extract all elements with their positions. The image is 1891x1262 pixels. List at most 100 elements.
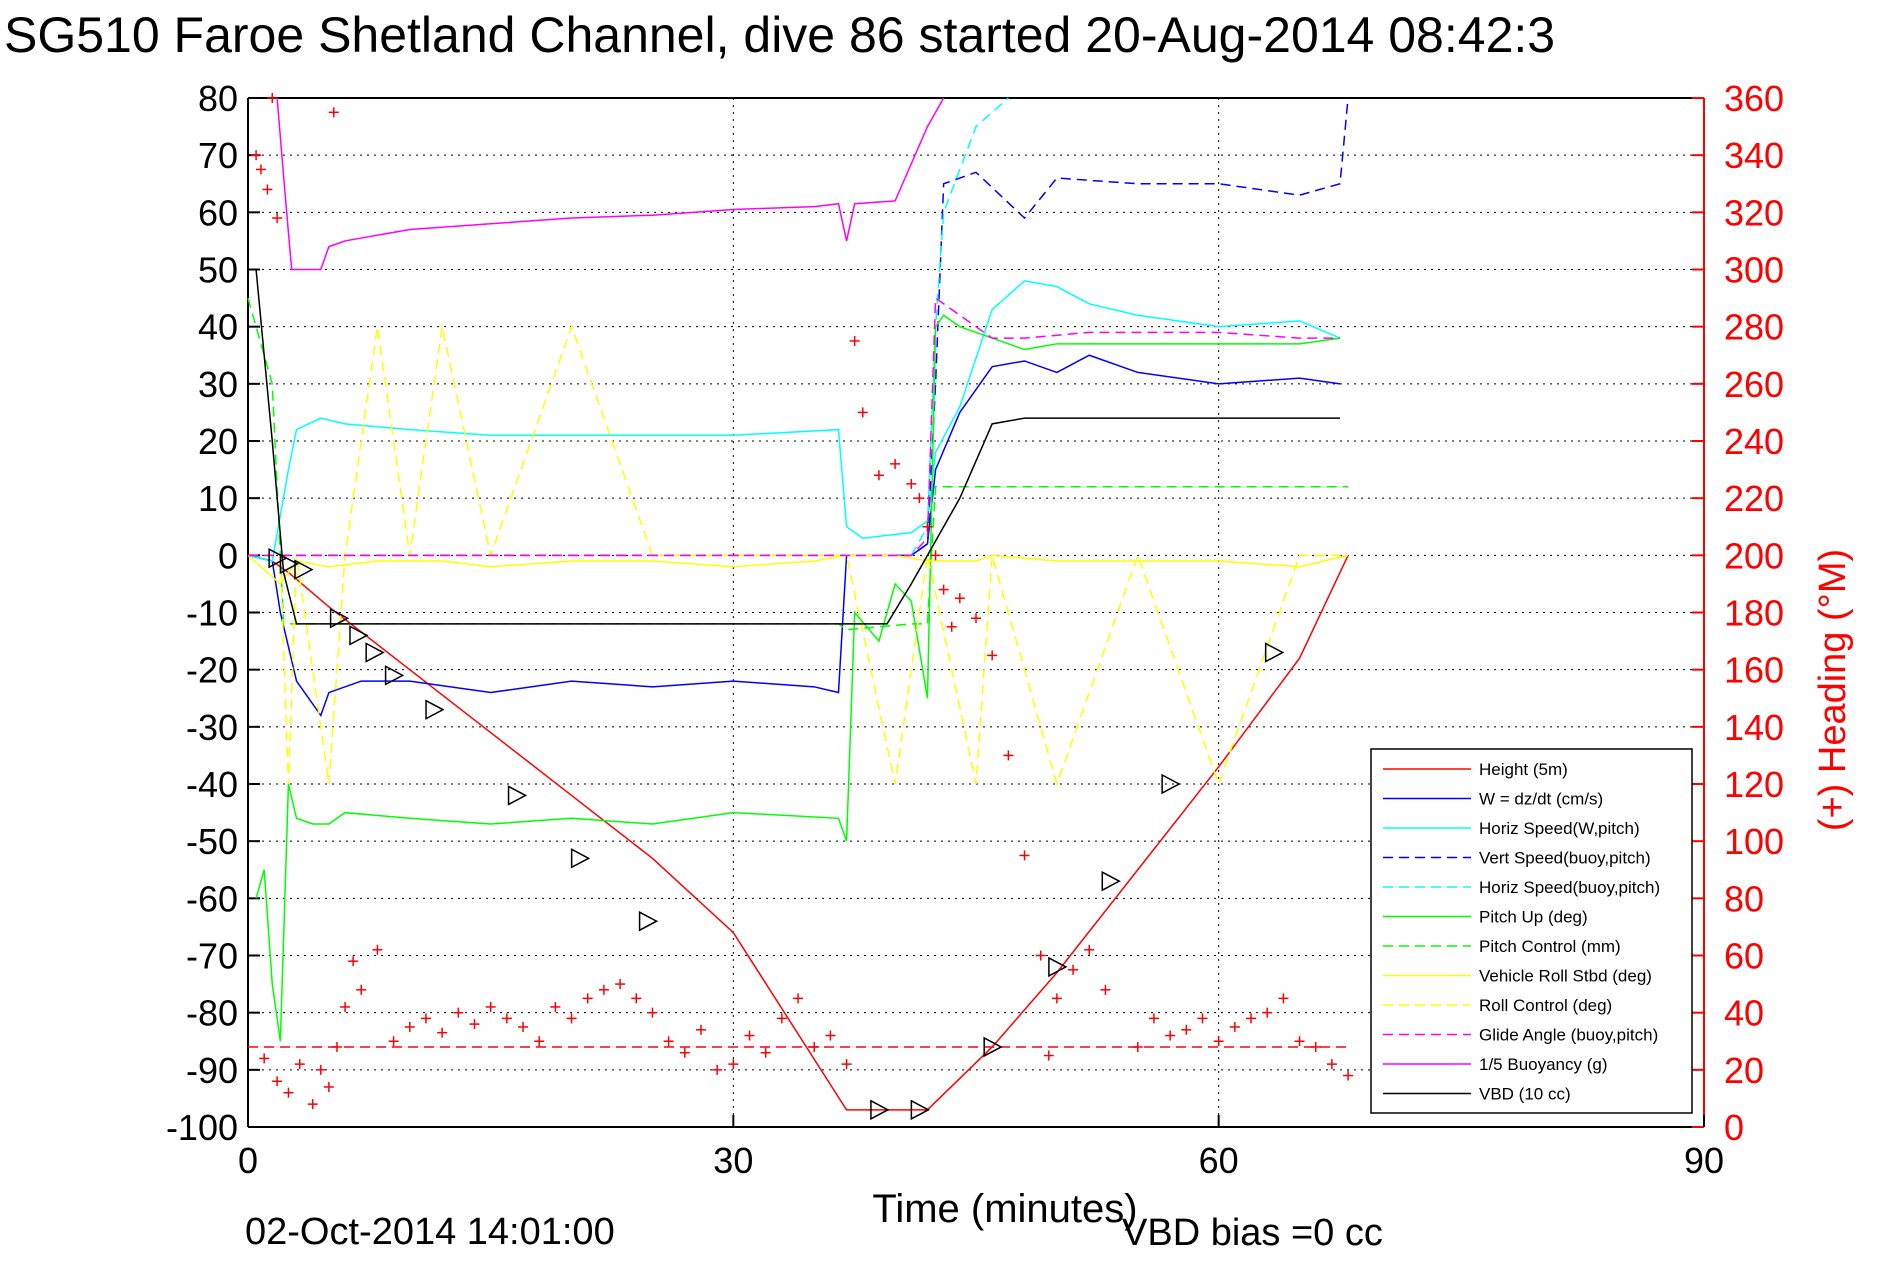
heading-marker: [679, 1047, 690, 1058]
triangle-marker: [349, 625, 369, 646]
heading-marker: [294, 1059, 305, 1070]
x-tick-label: 90: [1684, 1140, 1724, 1181]
heading-marker: [760, 1047, 771, 1058]
markers-layer: [248, 93, 1354, 1121]
heading-marker: [971, 613, 981, 624]
triangle-marker: [983, 1036, 1003, 1058]
left-tick-label: 80: [198, 78, 238, 119]
series-line-2: [247, 280, 1341, 562]
legend-label: Horiz Speed(buoy,pitch): [1479, 878, 1660, 897]
heading-marker: [1229, 1021, 1240, 1032]
triangle-marker: [365, 642, 385, 663]
right-tick-label: 80: [1724, 878, 1764, 919]
triangle-marker: [329, 607, 350, 629]
heading-marker: [388, 1036, 399, 1047]
series-line-6: [247, 297, 1349, 631]
right-tick-label: 0: [1724, 1107, 1744, 1148]
right-tick-label: 240: [1724, 421, 1784, 462]
right-axis-ticks: 3603403203002802602402202001801601401201…: [1692, 78, 1784, 1148]
triangle-marker: [279, 553, 300, 575]
heading-marker: [615, 979, 626, 990]
heading-marker: [922, 521, 933, 532]
right-tick-label: 20: [1724, 1050, 1764, 1091]
heading-marker: [272, 1076, 283, 1087]
heading-marker: [1262, 1007, 1273, 1018]
triangle-marker: [870, 1099, 890, 1121]
heading-marker: [267, 93, 278, 103]
left-tick-label: -30: [186, 707, 238, 748]
heading-marker: [372, 944, 383, 955]
chart-title: SG510 Faroe Shetland Channel, dive 86 st…: [4, 7, 1555, 63]
heading-marker: [1043, 1050, 1054, 1061]
heading-marker: [647, 1007, 658, 1018]
triangle-marker: [384, 665, 405, 686]
heading-marker: [1246, 1013, 1257, 1024]
left-tick-label: 40: [198, 307, 238, 348]
heading-marker: [1326, 1059, 1337, 1070]
legend-box: [1370, 748, 1693, 1114]
left-tick-label: 20: [198, 421, 238, 462]
series-line-11: [255, 269, 1340, 625]
triangle-marker: [507, 785, 528, 806]
heading-marker: [272, 213, 283, 224]
heading-marker: [328, 107, 339, 118]
left-tick-label: -100: [166, 1107, 238, 1148]
heading-marker: [501, 1013, 512, 1024]
heading-marker: [695, 1024, 706, 1035]
series-line-5: [255, 314, 1341, 1042]
heading-marker: [946, 621, 957, 632]
heading-marker: [890, 458, 901, 469]
heading-marker: [930, 550, 941, 561]
legend-label: Pitch Control (mm): [1479, 937, 1621, 956]
heading-marker: [1100, 984, 1111, 995]
heading-marker: [469, 1019, 480, 1030]
triangle-marker: [910, 1099, 930, 1121]
heading-marker: [744, 1030, 755, 1041]
footer-date: 02-Oct-2014 14:01:00: [245, 1211, 615, 1253]
heading-marker: [340, 1001, 351, 1012]
heading-marker: [307, 1099, 318, 1110]
legend-label: Glide Angle (buoy,pitch): [1479, 1026, 1658, 1045]
heading-marker: [518, 1021, 529, 1032]
heading-marker: [631, 993, 642, 1004]
heading-marker: [1051, 993, 1062, 1004]
x-tick-label: 60: [1199, 1140, 1239, 1181]
x-axis-label: Time (minutes): [872, 1187, 1137, 1231]
heading-marker: [987, 650, 998, 661]
heading-marker: [259, 1053, 270, 1064]
series-line-4: [910, 97, 1009, 556]
right-tick-label: 180: [1724, 593, 1784, 634]
heading-marker: [550, 1001, 561, 1012]
left-tick-label: 70: [198, 135, 238, 176]
heading-marker: [1035, 950, 1046, 961]
heading-marker: [1132, 1041, 1143, 1052]
right-tick-label: 300: [1724, 250, 1784, 291]
series-line-7: [247, 554, 1349, 586]
series-layer: [247, 97, 1349, 1111]
heading-marker: [1019, 850, 1030, 861]
left-tick-label: 0: [218, 535, 238, 576]
left-tick-label: 50: [198, 250, 238, 291]
heading-marker: [331, 1041, 342, 1052]
x-axis-ticks: 0 30 60 90: [238, 1115, 1724, 1181]
right-tick-label: 120: [1724, 764, 1784, 805]
legend-label: Pitch Up (deg): [1479, 908, 1588, 927]
right-tick-label: 140: [1724, 707, 1784, 748]
heading-marker: [873, 470, 884, 481]
triangle-marker: [1048, 956, 1068, 978]
heading-marker: [315, 1064, 326, 1075]
right-axis-label: (+) Heading (°M): [1812, 549, 1854, 831]
triangle-marker: [1161, 773, 1181, 795]
heading-marker: [1181, 1024, 1192, 1035]
left-tick-label: 60: [198, 192, 238, 233]
heading-marker: [356, 984, 367, 995]
right-tick-label: 60: [1724, 936, 1764, 977]
triangle-marker: [1101, 870, 1121, 892]
left-tick-label: -60: [186, 878, 238, 919]
series-line-1: [247, 354, 1341, 718]
left-axis-ticks: 80 70 60 50 40 30 20 10 0 -10 -20 -30 -40 -50 -60 -70 -8…: [166, 78, 260, 1148]
right-tick-label: 280: [1724, 307, 1784, 348]
heading-marker: [938, 584, 949, 595]
heading-marker: [348, 956, 359, 967]
x-tick-label: 0: [238, 1140, 258, 1181]
